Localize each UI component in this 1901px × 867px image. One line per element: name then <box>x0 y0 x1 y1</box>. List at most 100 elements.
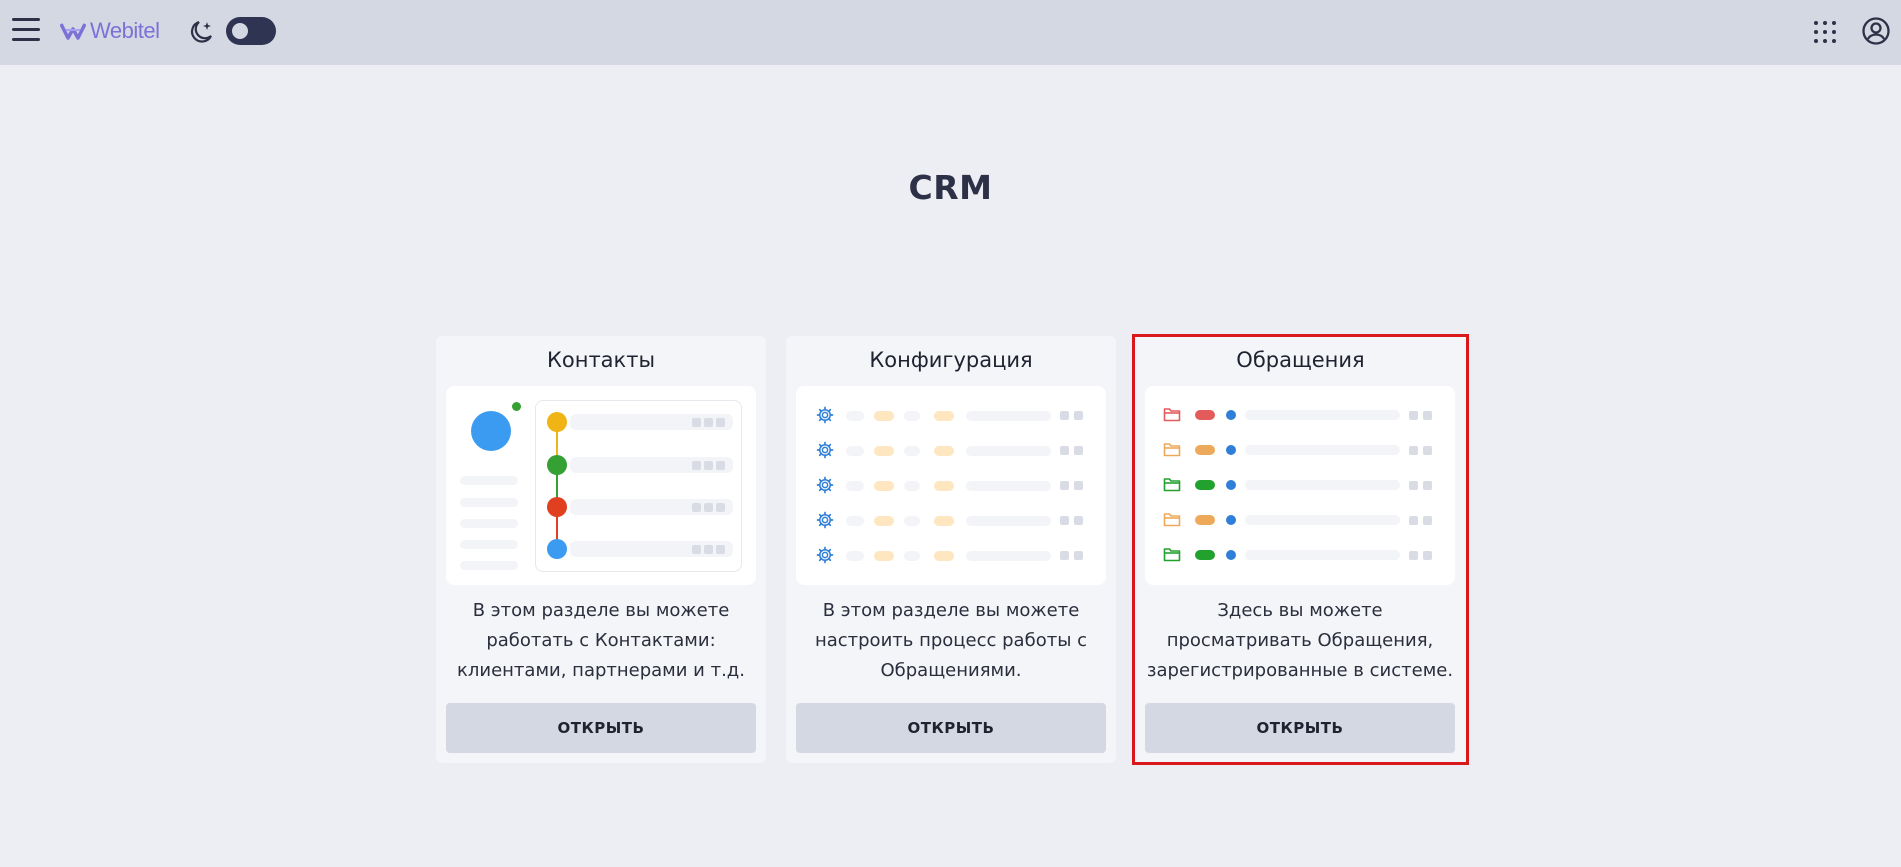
card-title-configuration: Конфигурация <box>869 348 1033 372</box>
placeholder-square <box>1060 516 1069 525</box>
placeholder-bar <box>904 516 920 526</box>
placeholder-bar <box>904 551 920 561</box>
moon-stars-icon <box>190 20 212 43</box>
placeholder-square <box>1074 481 1083 490</box>
placeholder-square <box>1409 551 1418 560</box>
placeholder-pill <box>874 446 894 456</box>
status-tag <box>1195 550 1215 560</box>
placeholder-square <box>1074 516 1083 525</box>
open-contacts-button[interactable]: ОТКРЫТЬ <box>446 703 756 753</box>
placeholder-bar <box>904 481 920 491</box>
placeholder-bar <box>846 446 864 456</box>
page-title: CRM <box>908 168 993 207</box>
theme-toggle[interactable] <box>226 17 276 45</box>
hamburger-menu-icon[interactable] <box>12 18 40 44</box>
online-dot <box>512 402 521 411</box>
placeholder-bar <box>966 551 1051 561</box>
configuration-illustration <box>796 386 1106 585</box>
gear-icon <box>816 406 834 424</box>
placeholder-bar <box>846 516 864 526</box>
status-tag <box>1195 445 1215 455</box>
placeholder-bar <box>1245 550 1400 560</box>
status-tag <box>1195 480 1215 490</box>
status-dot <box>1226 445 1236 455</box>
folder-icon <box>1163 511 1181 527</box>
timeline-dot-green <box>547 455 567 475</box>
status-dot <box>1226 480 1236 490</box>
card-description-contacts: В этом разделе вы можете работать с Конт… <box>457 600 745 681</box>
status-dot <box>1226 410 1236 420</box>
placeholder-bar <box>904 446 920 456</box>
timeline-dot-yellow <box>547 412 567 432</box>
placeholder-pill <box>934 551 954 561</box>
folder-icon <box>1163 476 1181 492</box>
placeholder-bar <box>966 411 1051 421</box>
card-description-appeals: Здесь вы можете просматривать Обращения,… <box>1146 600 1454 681</box>
card-configuration: Конфигурация В этом разделе вы можете на… <box>786 336 1116 763</box>
status-tag <box>1195 410 1215 420</box>
placeholder-bar <box>966 481 1051 491</box>
placeholder-pill <box>934 481 954 491</box>
placeholder-square <box>1409 516 1418 525</box>
placeholder-pill <box>934 411 954 421</box>
placeholder-square <box>1423 551 1432 560</box>
top-header: Webitel <box>0 0 1901 65</box>
gear-icon <box>816 546 834 564</box>
placeholder-pill <box>874 516 894 526</box>
placeholder-square <box>1423 446 1432 455</box>
placeholder-pill <box>874 411 894 421</box>
placeholder-bar <box>1245 480 1400 490</box>
logo-text: Webitel <box>90 18 160 43</box>
placeholder-square <box>1060 411 1069 420</box>
placeholder-square <box>1074 411 1083 420</box>
gear-icon <box>816 511 834 529</box>
card-appeals: Обращения Здесь вы можете просматривать … <box>1132 334 1469 765</box>
folder-icon <box>1163 546 1181 562</box>
placeholder-bar <box>1245 445 1400 455</box>
card-description-configuration: В этом разделе вы можете настроить проце… <box>814 600 1088 681</box>
placeholder-square <box>1060 551 1069 560</box>
status-dot <box>1226 550 1236 560</box>
placeholder-square <box>1423 516 1432 525</box>
toggle-knob <box>232 23 248 39</box>
placeholder-bar <box>846 481 864 491</box>
placeholder-bar <box>846 411 864 421</box>
account-circle-icon[interactable] <box>1861 16 1891 46</box>
placeholder-bar <box>966 516 1051 526</box>
card-contacts: Контакты В этом разделе вы можете работа… <box>436 336 766 763</box>
gear-icon <box>816 476 834 494</box>
timeline-dot-blue <box>547 539 567 559</box>
card-title-contacts: Контакты <box>546 348 656 372</box>
status-tag <box>1195 515 1215 525</box>
placeholder-bar <box>904 411 920 421</box>
avatar-circle <box>471 411 511 451</box>
placeholder-square <box>1409 411 1418 420</box>
placeholder-square <box>1409 446 1418 455</box>
placeholder-pill <box>874 551 894 561</box>
placeholder-pill <box>874 481 894 491</box>
placeholder-square <box>1074 446 1083 455</box>
placeholder-square <box>1409 481 1418 490</box>
placeholder-square <box>1060 481 1069 490</box>
webitel-logo[interactable]: Webitel <box>60 18 160 44</box>
timeline-dot-red <box>547 497 567 517</box>
timeline-panel <box>535 400 742 572</box>
placeholder-bar <box>1245 410 1400 420</box>
card-title-appeals: Обращения <box>1236 348 1365 372</box>
gear-icon <box>816 441 834 459</box>
placeholder-square <box>1423 481 1432 490</box>
placeholder-square <box>1060 446 1069 455</box>
folder-icon <box>1163 441 1181 457</box>
placeholder-bar <box>966 446 1051 456</box>
folder-icon <box>1163 406 1181 422</box>
placeholder-bar <box>846 551 864 561</box>
open-configuration-button[interactable]: ОТКРЫТЬ <box>796 703 1106 753</box>
placeholder-bar <box>1245 515 1400 525</box>
placeholder-square <box>1423 411 1432 420</box>
placeholder-square <box>1074 551 1083 560</box>
apps-grid-icon[interactable] <box>1814 21 1836 43</box>
open-appeals-button[interactable]: ОТКРЫТЬ <box>1145 703 1455 753</box>
contacts-illustration <box>446 386 756 585</box>
status-dot <box>1226 515 1236 525</box>
placeholder-pill <box>934 446 954 456</box>
